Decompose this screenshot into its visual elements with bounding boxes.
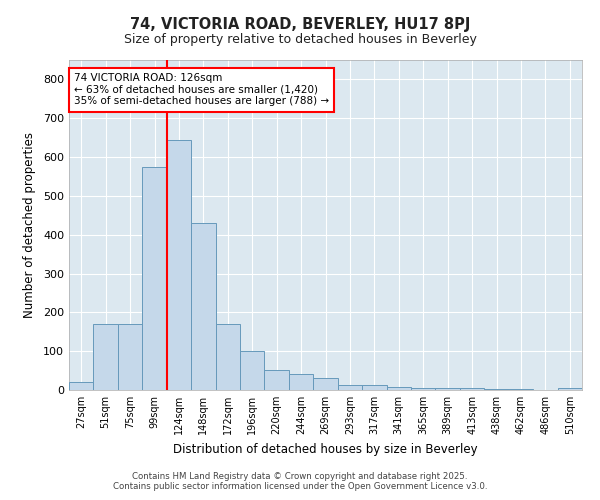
Bar [167,140,191,390]
Bar [289,374,313,390]
Bar [191,223,215,390]
Bar [215,324,240,390]
Text: 74 VICTORIA ROAD: 126sqm
← 63% of detached houses are smaller (1,420)
35% of sem: 74 VICTORIA ROAD: 126sqm ← 63% of detach… [74,73,329,106]
Bar [557,388,582,390]
Bar [509,389,533,390]
Bar [411,388,436,390]
Bar [142,167,167,390]
Y-axis label: Number of detached properties: Number of detached properties [23,132,36,318]
Bar [362,385,386,390]
Bar [69,382,94,390]
Bar [240,351,265,390]
Bar [265,370,289,390]
X-axis label: Distribution of detached houses by size in Beverley: Distribution of detached houses by size … [173,442,478,456]
Bar [460,388,484,390]
Bar [386,387,411,390]
Bar [436,388,460,390]
Bar [338,385,362,390]
Bar [313,378,338,390]
Bar [484,389,509,390]
Text: 74, VICTORIA ROAD, BEVERLEY, HU17 8PJ: 74, VICTORIA ROAD, BEVERLEY, HU17 8PJ [130,18,470,32]
Text: Contains HM Land Registry data © Crown copyright and database right 2025.
Contai: Contains HM Land Registry data © Crown c… [113,472,487,491]
Text: Size of property relative to detached houses in Beverley: Size of property relative to detached ho… [124,32,476,46]
Bar [118,324,142,390]
Bar [94,324,118,390]
